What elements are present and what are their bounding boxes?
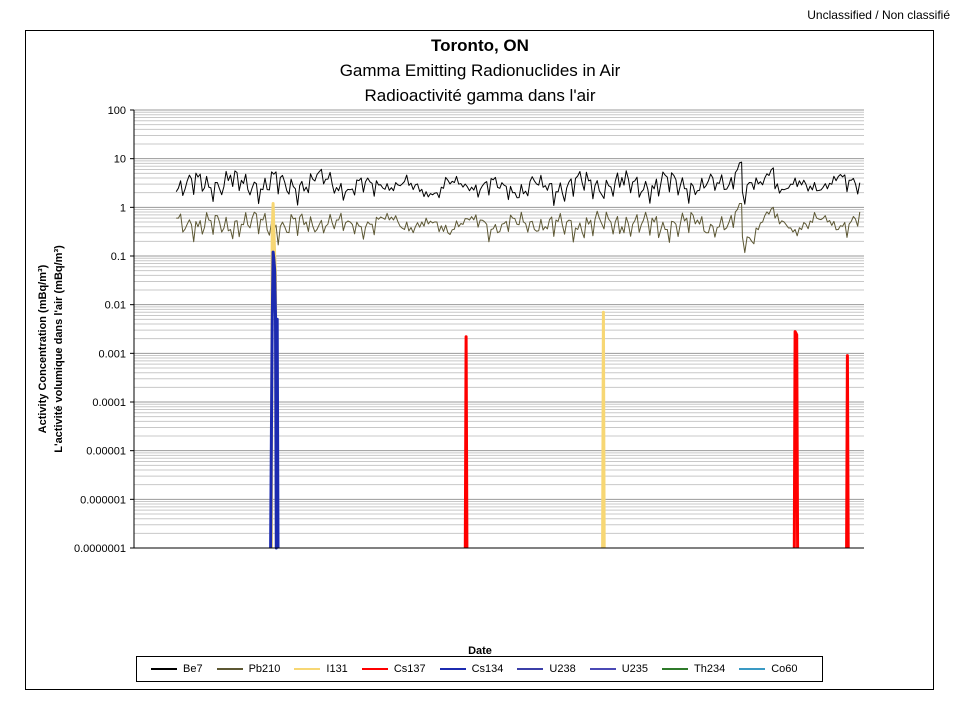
y-tick-label: 10 [114,154,126,166]
series-line-cs134 [269,250,280,550]
series-line-cs137 [463,335,469,549]
chart-legend: Be7 Pb210 I131 Cs137 Cs134 U238 U235 Th234 Co60 [136,656,823,682]
y-tick-label: 0.0001 [92,397,126,409]
legend-item-pb210: Pb210 [216,663,281,675]
legend-item-i131: I131 [294,663,348,675]
legend-label: Co60 [771,663,798,675]
legend-label: Be7 [183,663,203,675]
y-tick-label: 0.000001 [80,494,126,506]
series-line-be7 [175,161,861,206]
legend-swatch [361,668,388,670]
legend-swatch [439,668,466,670]
legend-item-u238: U238 [517,663,576,675]
classification-label: Unclassified / Non classifié [807,8,950,22]
legend-swatch [151,668,177,670]
legend-swatch [662,668,688,670]
legend-swatch [739,668,766,670]
series-line-cs137 [845,354,850,549]
x-axis-label: Date [468,645,492,657]
y-tick-label: 0.1 [111,251,126,263]
legend-swatch [589,668,616,670]
legend-label: Pb210 [248,663,281,675]
series-line-cs137 [792,330,800,549]
y-tick-label: 1 [120,202,126,214]
legend-item-th234: Th234 [662,663,725,675]
legend-item-be7: Be7 [151,663,203,675]
series-line-pb210 [176,203,861,254]
axis-layer: 100 10 1 0.1 0.01 0.001 0.0001 0.00001 0.000001 0… [74,105,864,555]
chart-frame [25,30,934,690]
legend-label: Cs134 [471,663,504,675]
legend-label: U238 [549,663,576,675]
legend-swatch [294,668,321,670]
y-axis-label-en: Activity Concentration (mBq/m³) [37,264,49,433]
legend-label: U235 [621,663,648,675]
legend-item-co60: Co60 [739,663,798,675]
chart-title: Toronto, ON [431,36,529,55]
legend-item-u235: U235 [589,663,648,675]
chart-subtitle-fr: Radioactivité gamma dans l'air [365,86,596,105]
legend-swatch [517,668,544,670]
legend-label: Th234 [694,663,726,675]
y-tick-label: 0.001 [98,348,126,360]
series-line-i131 [601,310,606,549]
y-tick-label: 0.00001 [86,446,126,458]
series-layer [175,161,861,550]
legend-swatch [216,668,243,670]
y-tick-label: 100 [108,105,126,117]
legend-item-cs137: Cs137 [361,663,426,675]
legend-item-cs134: Cs134 [439,663,504,675]
grid-layer [134,109,864,549]
legend-label: I131 [326,663,348,675]
y-tick-label: 0.0000001 [74,543,126,555]
legend-label: Cs137 [393,663,426,675]
chart-subtitle-en: Gamma Emitting Radionuclides in Air [340,61,621,80]
y-axis-label-fr: L'activité volumique dans l'air (mBq/m³) [53,245,65,453]
y-tick-label: 0.01 [105,300,126,312]
